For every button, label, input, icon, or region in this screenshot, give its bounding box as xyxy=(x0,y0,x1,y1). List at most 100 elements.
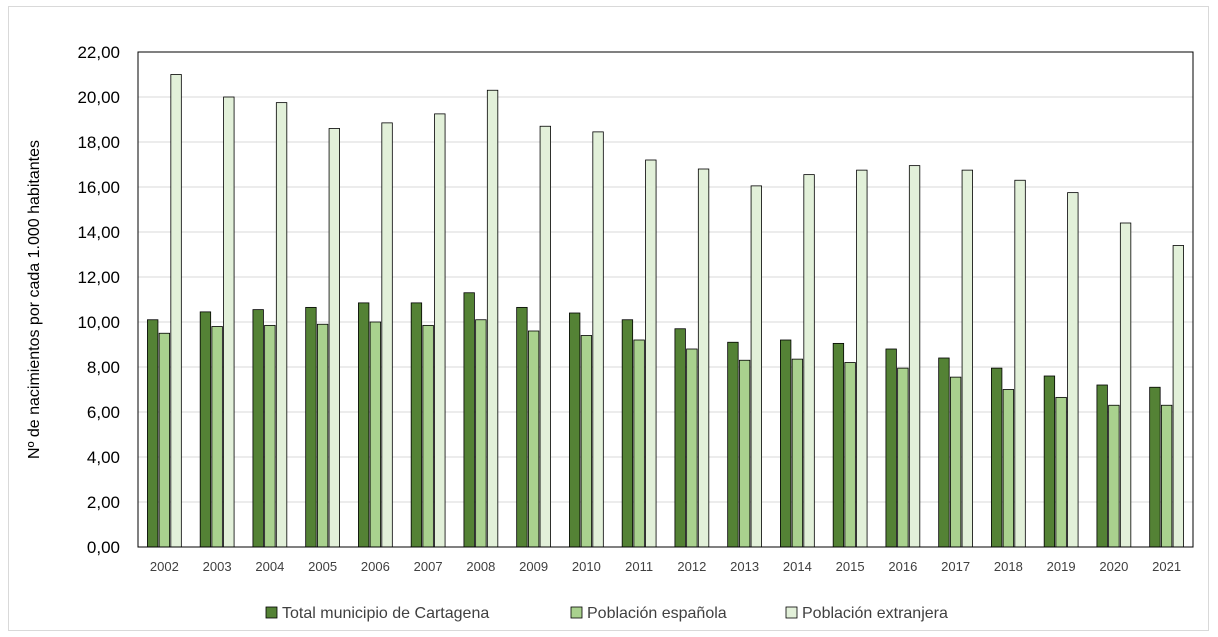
bar-espanola-2004 xyxy=(264,324,276,548)
bar-total-2012 xyxy=(674,328,686,548)
bar-total-2008 xyxy=(463,292,475,548)
x-tick-label: 2012 xyxy=(677,559,706,574)
bar-total-2002 xyxy=(147,319,159,548)
x-tick-label: 2010 xyxy=(572,559,601,574)
legend-label: Población española xyxy=(587,605,727,622)
bar-extranjera-2005 xyxy=(328,128,340,548)
bar-extranjera-2016 xyxy=(908,165,921,548)
bar-extranjera-2010 xyxy=(592,131,604,548)
y-axis-label: Nº de nacimientos por cada 1.000 habitan… xyxy=(26,140,43,459)
bar-espanola-2019 xyxy=(1055,396,1067,548)
bar-espanola-2020 xyxy=(1108,404,1120,548)
bar-extranjera-2006 xyxy=(381,122,393,548)
bar-total-2020 xyxy=(1096,384,1108,548)
gridlines xyxy=(138,96,1193,503)
bar-total-2003 xyxy=(199,311,212,548)
x-tick-label: 2019 xyxy=(1047,559,1076,574)
bar-espanola-2010 xyxy=(580,335,593,548)
bar-extranjera-2013 xyxy=(750,185,762,548)
x-tick-label: 2009 xyxy=(519,559,548,574)
y-axis-ticks: 0,00 2,00 4,00 6,00 8,00 10,00 12,00 14,00 16,00… xyxy=(77,43,120,557)
legend-label: Total municipio de Cartagena xyxy=(282,605,489,622)
bar-total-2011 xyxy=(621,319,634,548)
legend-swatch xyxy=(265,606,278,619)
y-tick-label: 20,00 xyxy=(77,88,120,107)
x-tick-label: 2005 xyxy=(308,559,337,574)
bar-extranjera-2020 xyxy=(1119,222,1132,548)
x-tick-label: 2017 xyxy=(941,559,970,574)
x-tick-label: 2007 xyxy=(414,559,443,574)
bars xyxy=(147,74,1184,548)
bar-total-2010 xyxy=(569,312,581,548)
bar-extranjera-2014 xyxy=(803,174,815,548)
plot-area-border xyxy=(137,51,1194,548)
bar-extranjera-2003 xyxy=(223,96,235,548)
bar-espanola-2006 xyxy=(369,321,382,548)
y-tick-label: 14,00 xyxy=(77,223,120,242)
bar-espanola-2005 xyxy=(316,323,329,548)
bar-espanola-2014 xyxy=(791,358,804,548)
bar-espanola-2009 xyxy=(527,330,540,548)
x-axis-ticks: 2002 2003 2004 2005 2006 2007 2008 2009 2010 2011… xyxy=(150,559,1181,574)
bar-extranjera-2015 xyxy=(856,169,868,548)
x-tick-label: 2013 xyxy=(730,559,759,574)
bar-espanola-2011 xyxy=(633,339,645,548)
bar-extranjera-2017 xyxy=(961,169,973,548)
bar-espanola-2018 xyxy=(1002,389,1015,548)
bar-espanola-2021 xyxy=(1160,404,1173,548)
y-tick-label: 0,00 xyxy=(87,538,120,557)
bar-espanola-2007 xyxy=(422,324,434,548)
bar-total-2021 xyxy=(1149,386,1161,548)
bar-extranjera-2008 xyxy=(486,89,499,548)
x-tick-label: 2016 xyxy=(888,559,917,574)
y-tick-label: 12,00 xyxy=(77,268,120,287)
x-tick-label: 2015 xyxy=(836,559,865,574)
bar-extranjera-2002 xyxy=(170,74,182,548)
y-tick-label: 16,00 xyxy=(77,178,120,197)
x-tick-label: 2011 xyxy=(625,559,653,574)
y-tick-label: 2,00 xyxy=(87,493,120,512)
x-tick-label: 2003 xyxy=(203,559,232,574)
x-tick-label: 2021 xyxy=(1152,559,1181,574)
bar-extranjera-2012 xyxy=(697,168,710,548)
bar-total-2004 xyxy=(252,309,264,548)
x-tick-label: 2020 xyxy=(1099,559,1128,574)
bar-espanola-2015 xyxy=(844,362,856,548)
bar-extranjera-2019 xyxy=(1067,192,1079,548)
bar-total-2015 xyxy=(832,342,845,548)
bar-total-2017 xyxy=(938,357,950,548)
bar-total-2009 xyxy=(516,306,528,548)
y-tick-label: 22,00 xyxy=(77,43,120,62)
bar-espanola-2008 xyxy=(475,319,487,548)
legend-swatch xyxy=(570,606,583,619)
bar-total-2005 xyxy=(305,306,317,548)
bar-espanola-2012 xyxy=(686,348,698,548)
bar-total-2019 xyxy=(1043,375,1056,548)
bar-extranjera-2007 xyxy=(434,113,446,548)
bar-espanola-2002 xyxy=(158,332,171,548)
x-tick-label: 2008 xyxy=(466,559,495,574)
y-tick-label: 6,00 xyxy=(87,403,120,422)
bar-extranjera-2021 xyxy=(1172,245,1184,548)
bar-total-2006 xyxy=(358,302,370,548)
bar-espanola-2003 xyxy=(211,326,223,548)
legend-swatch xyxy=(785,606,798,619)
y-tick-label: 8,00 xyxy=(87,358,120,377)
bar-extranjera-2009 xyxy=(539,125,551,548)
bar-total-2013 xyxy=(727,341,739,548)
bar-extranjera-2018 xyxy=(1014,179,1026,548)
bar-extranjera-2004 xyxy=(275,102,288,548)
y-tick-label: 10,00 xyxy=(77,313,120,332)
x-tick-label: 2002 xyxy=(150,559,179,574)
bar-total-2014 xyxy=(780,339,792,548)
bar-total-2018 xyxy=(991,367,1003,548)
legend-label: Población extranjera xyxy=(802,605,948,622)
bar-espanola-2013 xyxy=(738,359,751,548)
y-tick-label: 18,00 xyxy=(77,133,120,152)
x-tick-label: 2014 xyxy=(783,559,812,574)
bar-total-2016 xyxy=(885,348,897,548)
bar-espanola-2017 xyxy=(949,376,962,548)
x-tick-label: 2004 xyxy=(255,559,284,574)
legend: Total municipio de Cartagena Población es… xyxy=(265,605,948,622)
